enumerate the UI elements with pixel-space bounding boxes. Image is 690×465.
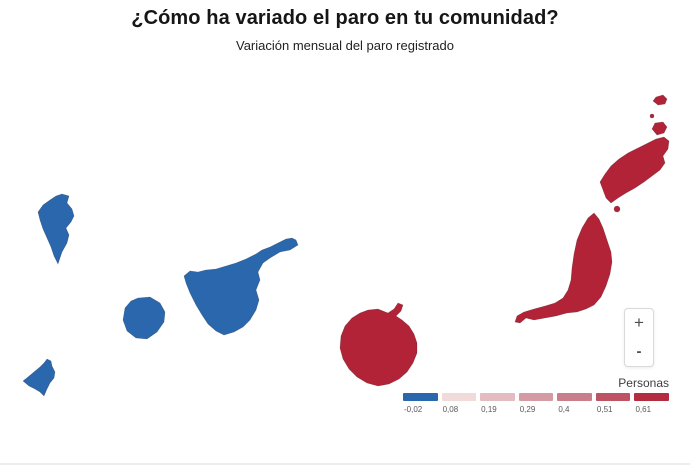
map-zoom-control: + - <box>624 308 654 367</box>
bottom-divider <box>0 463 690 465</box>
island-la-palma[interactable] <box>37 193 75 265</box>
page-title: ¿Cómo ha variado el paro en tu comunidad… <box>131 7 559 29</box>
island-la-graciosa[interactable] <box>651 121 668 136</box>
legend-swatch <box>403 393 438 401</box>
legend-title: Personas <box>618 376 669 390</box>
legend-stop-label: 0,4 <box>558 405 570 414</box>
legend-stop: 0,19 <box>480 393 515 414</box>
legend-stop-label: 0,08 <box>442 405 459 414</box>
legend-stop: 0,61 <box>634 393 670 414</box>
legend-stop-label: 0,19 <box>481 405 497 414</box>
legend-stop: 0,51 <box>595 393 631 414</box>
island-el-hierro[interactable] <box>22 358 56 397</box>
legend: Personas -0,02 0,08 0,19 0,29 0,4 0,51 0,61 <box>403 376 670 414</box>
legend-stop-label: -0,02 <box>404 405 423 414</box>
legend-stop: 0,29 <box>518 393 554 414</box>
zoom-out-button[interactable]: - <box>625 338 653 367</box>
legend-stop-label: 0,29 <box>519 405 536 414</box>
legend-swatch <box>595 393 631 401</box>
legend-swatch <box>441 393 477 401</box>
legend-stop: 0,08 <box>441 393 477 414</box>
legend-swatch <box>634 393 670 401</box>
legend-swatch <box>557 393 592 401</box>
legend-swatch <box>480 393 515 401</box>
island-lobos[interactable] <box>613 205 621 213</box>
island-lanzarote[interactable] <box>599 136 670 204</box>
legend-scale: -0,02 0,08 0,19 0,29 0,4 0,51 0,61 <box>403 393 670 414</box>
island-alegranza[interactable] <box>652 94 668 106</box>
island-tenerife[interactable] <box>183 237 299 336</box>
legend-stop: -0,02 <box>403 393 438 414</box>
island-gran-canaria[interactable] <box>339 302 418 387</box>
legend-stop-label: 0,51 <box>596 405 613 414</box>
page-subtitle: Variación mensual del paro registrado <box>236 38 454 53</box>
zoom-in-button[interactable]: + <box>625 309 653 338</box>
island-montana-clara[interactable] <box>649 113 655 119</box>
legend-stop: 0,4 <box>557 393 592 414</box>
legend-swatch <box>518 393 554 401</box>
island-fuerteventura[interactable] <box>514 212 613 324</box>
header: ¿Cómo ha variado el paro en tu comunidad… <box>0 7 690 53</box>
legend-stop-label: 0,61 <box>635 405 652 414</box>
island-la-gomera[interactable] <box>122 296 166 340</box>
